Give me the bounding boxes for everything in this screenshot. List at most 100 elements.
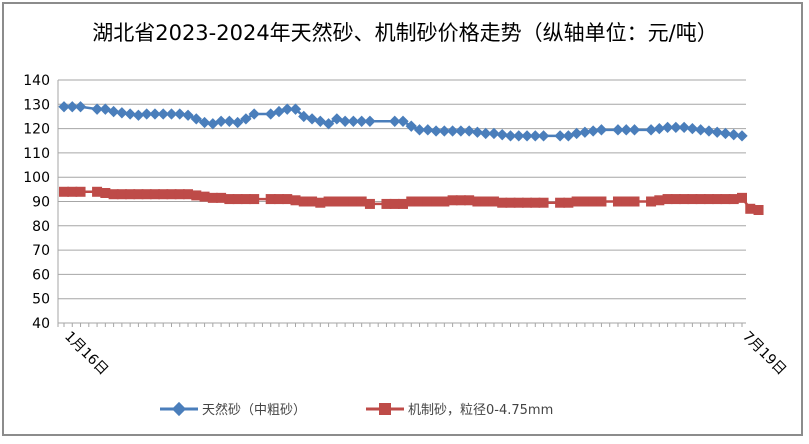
data-point [497, 197, 508, 208]
data-point [133, 189, 144, 200]
data-point [538, 197, 549, 208]
data-point [67, 186, 78, 197]
data-point [480, 127, 492, 140]
data-point [455, 195, 466, 206]
data-point [125, 189, 136, 200]
y-tick-label: 70 [32, 243, 50, 259]
data-point [92, 186, 103, 197]
y-tick-label: 50 [32, 292, 50, 308]
y-tick-label: 40 [32, 316, 50, 332]
data-point [488, 196, 499, 207]
data-point [158, 189, 169, 200]
y-tick-label: 140 [23, 73, 50, 89]
data-point [571, 196, 582, 207]
y-tick-label: 100 [23, 170, 50, 186]
data-point [472, 196, 483, 207]
data-point [745, 203, 756, 214]
data-point [124, 108, 136, 120]
data-point [513, 130, 525, 142]
data-point [579, 196, 590, 207]
chart-title: 湖北省2023-2024年天然砂、机制砂价格走势（纵轴单位：元/吨） [92, 21, 718, 45]
data-point [306, 113, 318, 125]
data-point [75, 186, 86, 197]
data-point [74, 101, 87, 113]
data-point [711, 126, 723, 138]
data-point [174, 189, 185, 200]
data-point [149, 189, 160, 200]
data-point [563, 197, 574, 208]
data-point [199, 191, 210, 202]
data-point [207, 118, 219, 130]
data-point [719, 127, 732, 140]
data-point [555, 197, 566, 208]
data-point [414, 196, 425, 207]
data-point [537, 130, 550, 142]
data-point [679, 194, 690, 205]
y-tick-label: 120 [23, 122, 50, 138]
data-point [439, 196, 450, 207]
data-point [654, 195, 665, 206]
data-point [521, 130, 533, 142]
data-point [282, 194, 293, 205]
data-point [348, 196, 359, 207]
data-point [191, 190, 202, 201]
legend-square-icon [379, 403, 391, 415]
data-point [703, 194, 714, 205]
data-point [464, 195, 475, 206]
y-tick-label: 80 [32, 219, 50, 235]
data-point [422, 196, 433, 207]
chart-frame [2, 2, 803, 436]
x-tick-label: 1月16日 [61, 329, 111, 379]
data-point [406, 196, 417, 207]
data-point [398, 198, 408, 209]
data-point [530, 197, 541, 208]
data-point [216, 192, 227, 203]
data-point [686, 122, 699, 135]
data-point [59, 186, 69, 197]
data-point [554, 130, 566, 142]
data-point [356, 196, 367, 207]
data-point [579, 126, 591, 138]
data-point [728, 129, 740, 141]
x-tick-label: 7月19日 [739, 329, 789, 379]
data-point [513, 197, 524, 208]
data-point [712, 194, 723, 205]
data-point [207, 192, 218, 203]
data-point [116, 189, 127, 200]
data-point [488, 127, 500, 140]
data-point [265, 108, 277, 120]
data-point [720, 194, 731, 205]
series-group [58, 101, 764, 216]
data-point [340, 196, 351, 207]
data-point [108, 189, 119, 200]
data-point [166, 189, 177, 200]
data-point [265, 194, 276, 205]
y-axis-ticks: 40 50 60 70 80 90 100 110 120 130 140 [23, 73, 50, 332]
data-point [596, 196, 607, 207]
x-axis-ticks: 1月16日 7月19日 [61, 329, 789, 379]
data-point [100, 187, 111, 198]
data-point [240, 194, 251, 205]
data-point [728, 194, 739, 205]
data-point [290, 195, 301, 206]
data-point [314, 115, 326, 127]
data-point [389, 198, 400, 209]
data-point [323, 196, 334, 207]
data-point [595, 124, 608, 136]
data-point [224, 194, 235, 205]
data-point [621, 196, 632, 207]
data-point [381, 198, 392, 209]
data-point [471, 126, 484, 138]
data-point [629, 196, 640, 207]
data-point [628, 124, 641, 136]
legend-label-natural-sand: 天然砂（中粗砂） [202, 402, 306, 418]
y-tick-label: 110 [23, 146, 50, 162]
data-point [331, 196, 342, 207]
data-point [653, 122, 665, 135]
data-point [687, 194, 698, 205]
data-point [570, 127, 583, 140]
legend: 天然砂（中粗砂） 机制砂，粒径0-4.75mm [160, 401, 553, 418]
data-point [364, 115, 376, 127]
data-point [141, 189, 152, 200]
